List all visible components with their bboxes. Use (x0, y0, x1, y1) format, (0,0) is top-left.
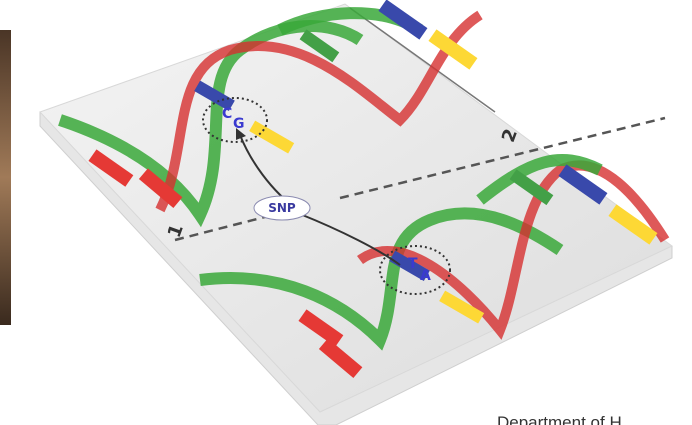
edge-line (349, 7, 496, 113)
snp-badge (253, 195, 311, 221)
base-letter: A (420, 268, 431, 284)
photo-edge (0, 30, 11, 325)
footer-text: Department of H (497, 413, 622, 425)
snp-label: SNP (268, 201, 296, 215)
lower-helix (199, 154, 670, 378)
base-letter: T (408, 256, 418, 272)
arrow-head (236, 128, 246, 140)
snp-arrow (299, 213, 401, 266)
slab-top (39, 3, 673, 413)
upper-helix (58, 0, 483, 228)
base-letter: C (222, 106, 232, 122)
base-letter: G (233, 116, 245, 132)
